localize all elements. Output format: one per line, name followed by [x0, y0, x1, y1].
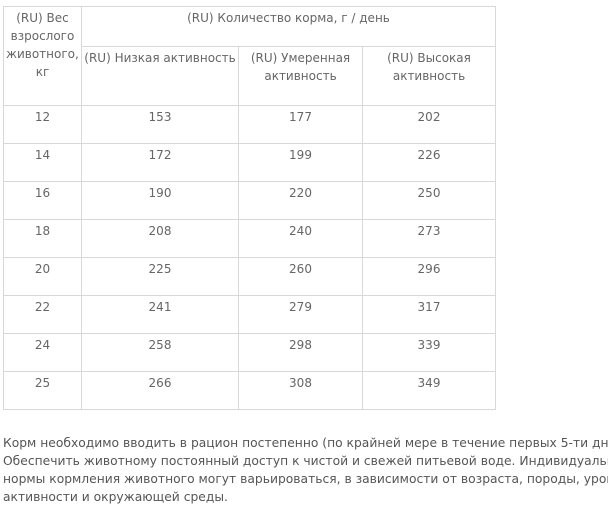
- cell: 20: [3, 257, 82, 296]
- cell: 317: [362, 295, 496, 334]
- cell: 14: [3, 143, 82, 182]
- cell: 241: [81, 295, 239, 334]
- cell: 25: [3, 371, 82, 410]
- cell: 199: [238, 143, 363, 182]
- cell: 260: [238, 257, 363, 296]
- data-row: 14 172 199 226: [3, 143, 496, 182]
- note-line: Обеспечить животному постоянный доступ к…: [3, 454, 608, 468]
- header-cell: (RU) Низкая активность: [81, 46, 239, 106]
- header-cell: (RU) Умеренная активность: [238, 46, 363, 106]
- header-text: (RU) Высокая активность: [387, 51, 471, 83]
- table-body: 12 153 177 202 14 172 199 226 16 190 220 250 18 208 24…: [3, 105, 496, 410]
- cell: 266: [81, 371, 239, 410]
- cell: 279: [238, 295, 363, 334]
- cell: 273: [362, 219, 496, 258]
- cell: 226: [362, 143, 496, 182]
- cell: 24: [3, 333, 82, 372]
- data-row: 12 153 177 202: [3, 105, 496, 144]
- data-row: 16 190 220 250: [3, 181, 496, 220]
- data-row: 24 258 298 339: [3, 333, 496, 372]
- cell: 208: [81, 219, 239, 258]
- data-row: 20 225 260 296: [3, 257, 496, 296]
- cell: 18: [3, 219, 82, 258]
- data-row: 22 241 279 317: [3, 295, 496, 334]
- cell: 339: [362, 333, 496, 372]
- cell: 153: [81, 105, 239, 144]
- cell: 225: [81, 257, 239, 296]
- header-cell: (RU) Вес взрослого животного, кг: [3, 6, 82, 106]
- header-cell: (RU) Высокая активность: [362, 46, 496, 106]
- header-row: (RU) Низкая активность (RU) Умеренная ак…: [4, 46, 496, 106]
- cell: 12: [3, 105, 82, 144]
- feeding-table: (RU) Вес взрослого животного, кг (RU) Ко…: [3, 6, 496, 410]
- cell: 190: [81, 181, 239, 220]
- note: Корм необходимо вводить в рацион постепе…: [3, 434, 608, 506]
- cell: 177: [238, 105, 363, 144]
- cell: 296: [362, 257, 496, 296]
- cell: 172: [81, 143, 239, 182]
- data-row: 25 266 308 349: [3, 371, 496, 410]
- note-line: Корм необходимо вводить в рацион постепе…: [3, 436, 608, 450]
- header-row: (RU) Вес взрослого животного, кг (RU) Ко…: [3, 6, 496, 106]
- cell: 250: [362, 181, 496, 220]
- cell: 16: [3, 181, 82, 220]
- cell: 349: [362, 371, 496, 410]
- cell: 220: [238, 181, 363, 220]
- cell: 258: [81, 333, 239, 372]
- note-line: активности и окружающей среды.: [3, 490, 228, 504]
- cell: 22: [3, 295, 82, 334]
- cell: 240: [238, 219, 363, 258]
- note-line: нормы кормления животного могут варьиров…: [3, 472, 608, 486]
- header-cell: (RU) Количество корма, г / день: [81, 6, 496, 47]
- cell: 308: [238, 371, 363, 410]
- cell: 298: [238, 333, 363, 372]
- data-row: 18 208 240 273: [3, 219, 496, 258]
- header-text: (RU) Умеренная активность: [250, 51, 351, 83]
- cell: 202: [362, 105, 496, 144]
